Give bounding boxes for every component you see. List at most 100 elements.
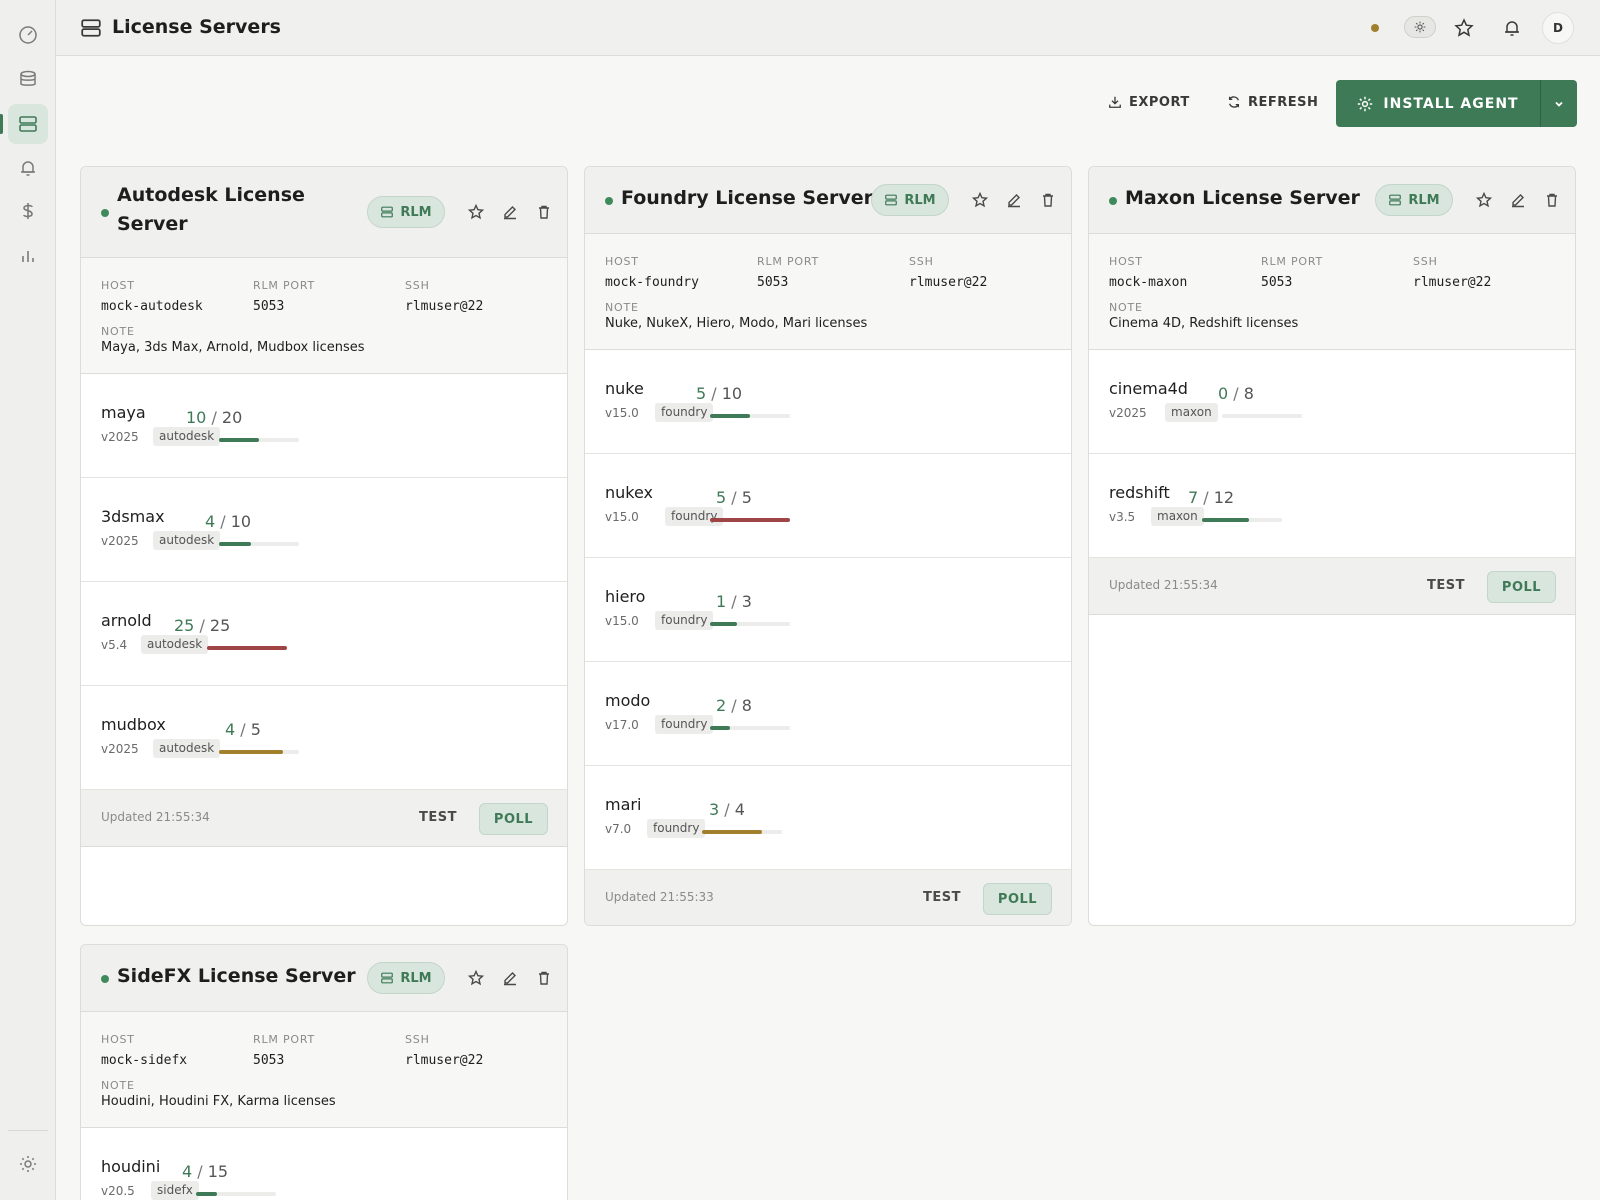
chart-icon bbox=[22, 251, 34, 262]
trash-icon bbox=[1547, 193, 1557, 207]
note-value: Cinema 4D, Redshift licenses bbox=[1109, 316, 1299, 331]
sidebar-item-dashboard[interactable] bbox=[8, 15, 48, 55]
card-header: Maxon License Server RLM bbox=[1089, 167, 1575, 234]
star-icon bbox=[972, 192, 988, 208]
server-icon bbox=[885, 194, 898, 206]
license-row: 3dsmax v2025 autodesk 4 / 10 bbox=[81, 478, 567, 582]
license-name: nuke bbox=[605, 379, 644, 398]
poll-button[interactable]: POLL bbox=[983, 883, 1052, 915]
favorites-button[interactable] bbox=[1450, 14, 1478, 42]
usage-bar-fill bbox=[219, 542, 251, 546]
favorite-button[interactable] bbox=[465, 967, 487, 989]
vendor-tag: foundry bbox=[647, 819, 706, 838]
favorite-button[interactable] bbox=[465, 201, 487, 223]
license-usage-count: 5 / 10 bbox=[696, 384, 742, 403]
license-version: v2025 bbox=[101, 430, 139, 444]
edit-button[interactable] bbox=[499, 967, 521, 989]
install-options-dropdown[interactable] bbox=[1541, 80, 1577, 127]
license-usage-count: 1 / 3 bbox=[716, 592, 752, 611]
badge-label: RLM bbox=[400, 970, 432, 986]
export-button[interactable]: EXPORT bbox=[1108, 90, 1190, 114]
badge-label: RLM bbox=[1408, 192, 1440, 208]
edit-button[interactable] bbox=[1003, 189, 1025, 211]
used-count: 5 bbox=[696, 384, 707, 403]
server-info: HOST RLM PORT SSH mock-autodesk 5053 rlm… bbox=[81, 258, 567, 374]
edit-button[interactable] bbox=[499, 201, 521, 223]
license-name: redshift bbox=[1109, 483, 1170, 502]
license-version: v15.0 bbox=[605, 614, 639, 628]
delete-button[interactable] bbox=[1037, 189, 1059, 211]
online-status-dot bbox=[101, 209, 109, 217]
count-separator: / bbox=[194, 616, 210, 635]
license-usage-count: 4 / 15 bbox=[182, 1162, 228, 1181]
theme-toggle[interactable] bbox=[1404, 16, 1436, 38]
used-count: 1 bbox=[716, 592, 727, 611]
notifications-button[interactable] bbox=[1498, 14, 1526, 42]
poll-button[interactable]: POLL bbox=[1487, 571, 1556, 603]
license-name: mudbox bbox=[101, 715, 166, 734]
note-label: NOTE bbox=[605, 301, 639, 314]
sidebar-item-billing[interactable] bbox=[8, 191, 48, 231]
sidebar-item-database[interactable] bbox=[8, 59, 48, 99]
usage-bar bbox=[219, 438, 299, 442]
used-count: 7 bbox=[1188, 488, 1199, 507]
license-name: modo bbox=[605, 691, 651, 710]
test-button[interactable]: TEST bbox=[419, 810, 457, 825]
delete-button[interactable] bbox=[1541, 189, 1563, 211]
host-value: mock-maxon bbox=[1109, 275, 1188, 290]
sidebar-item-alerts[interactable] bbox=[8, 148, 48, 188]
online-status-dot bbox=[101, 975, 109, 983]
ssh-value: rlmuser@22 bbox=[909, 275, 988, 290]
dashboard-icon bbox=[19, 26, 37, 44]
card-footer: Updated 21:55:33 TEST POLL bbox=[585, 870, 1071, 925]
count-separator: / bbox=[1228, 384, 1244, 403]
count-separator: / bbox=[1198, 488, 1214, 507]
favorite-button[interactable] bbox=[1473, 189, 1495, 211]
ssh-label: SSH bbox=[405, 1033, 430, 1046]
server-icon bbox=[381, 972, 394, 984]
delete-button[interactable] bbox=[533, 967, 555, 989]
license-usage-count: 4 / 10 bbox=[205, 512, 251, 531]
server-icon bbox=[381, 206, 394, 218]
total-count: 20 bbox=[221, 408, 243, 427]
sidebar-item-reports[interactable] bbox=[8, 236, 48, 276]
used-count: 4 bbox=[182, 1162, 193, 1181]
install-agent-button[interactable]: INSTALL AGENT bbox=[1336, 80, 1540, 127]
poll-button[interactable]: POLL bbox=[479, 803, 548, 835]
edit-button[interactable] bbox=[1507, 189, 1529, 211]
test-button[interactable]: TEST bbox=[1427, 578, 1465, 593]
split-divider bbox=[1540, 80, 1541, 127]
note-value: Maya, 3ds Max, Arnold, Mudbox licenses bbox=[101, 340, 365, 355]
count-separator: / bbox=[726, 592, 742, 611]
server-card: Autodesk License Server RLM HOST RLM POR… bbox=[80, 166, 568, 926]
gear-icon bbox=[20, 1156, 36, 1172]
host-value: mock-autodesk bbox=[101, 299, 203, 314]
card-footer: Updated 21:55:34 TEST POLL bbox=[1089, 558, 1575, 615]
edit-icon bbox=[504, 206, 516, 220]
usage-bar bbox=[1202, 518, 1282, 522]
export-label: EXPORT bbox=[1129, 94, 1190, 110]
port-value: 5053 bbox=[253, 299, 285, 314]
note-label: NOTE bbox=[101, 1079, 135, 1092]
refresh-button[interactable]: REFRESH bbox=[1227, 90, 1318, 114]
count-separator: / bbox=[719, 800, 735, 819]
ssh-value: rlmuser@22 bbox=[1413, 275, 1492, 290]
license-row: hiero v15.0 foundry 1 / 3 bbox=[585, 558, 1071, 662]
star-icon bbox=[468, 970, 484, 986]
sidebar-item-servers[interactable] bbox=[8, 104, 48, 144]
favorite-button[interactable] bbox=[969, 189, 991, 211]
license-row: modo v17.0 foundry 2 / 8 bbox=[585, 662, 1071, 766]
count-separator: / bbox=[235, 720, 251, 739]
user-avatar[interactable]: D bbox=[1542, 12, 1574, 44]
license-version: v2025 bbox=[101, 742, 139, 756]
license-version: v2025 bbox=[1109, 406, 1147, 420]
chevron-down-icon bbox=[1555, 101, 1563, 107]
card-header: Foundry License Server RLM bbox=[585, 167, 1071, 234]
test-button[interactable]: TEST bbox=[923, 890, 961, 905]
count-separator: / bbox=[726, 696, 742, 715]
license-usage-count: 10 / 20 bbox=[186, 408, 242, 427]
delete-button[interactable] bbox=[533, 201, 555, 223]
license-usage-count: 3 / 4 bbox=[709, 800, 745, 819]
host-value: mock-foundry bbox=[605, 275, 699, 290]
sidebar-item-settings[interactable] bbox=[8, 1144, 48, 1184]
